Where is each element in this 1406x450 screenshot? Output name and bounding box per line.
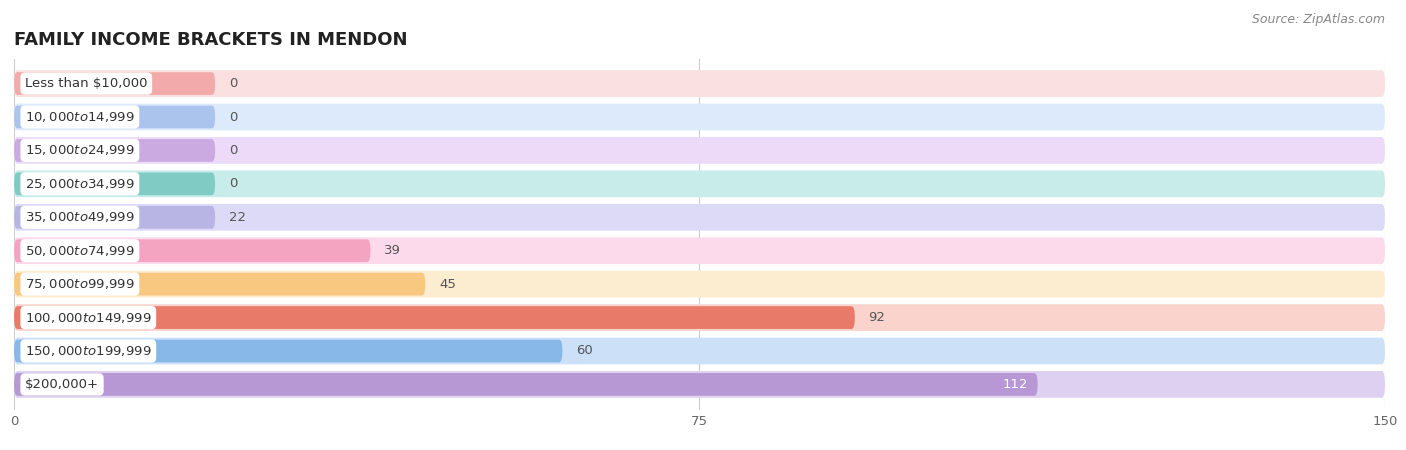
FancyBboxPatch shape <box>14 306 855 329</box>
Text: $75,000 to $99,999: $75,000 to $99,999 <box>25 277 135 291</box>
Text: 22: 22 <box>229 211 246 224</box>
Text: $25,000 to $34,999: $25,000 to $34,999 <box>25 177 135 191</box>
FancyBboxPatch shape <box>14 104 1385 130</box>
Text: $200,000+: $200,000+ <box>25 378 98 391</box>
Text: 45: 45 <box>439 278 456 291</box>
Text: $150,000 to $199,999: $150,000 to $199,999 <box>25 344 152 358</box>
Text: $50,000 to $74,999: $50,000 to $74,999 <box>25 244 135 258</box>
Text: 39: 39 <box>384 244 401 257</box>
Text: $10,000 to $14,999: $10,000 to $14,999 <box>25 110 135 124</box>
Text: 0: 0 <box>229 144 238 157</box>
FancyBboxPatch shape <box>14 204 1385 231</box>
Text: $100,000 to $149,999: $100,000 to $149,999 <box>25 310 152 324</box>
FancyBboxPatch shape <box>14 206 215 229</box>
Text: Less than $10,000: Less than $10,000 <box>25 77 148 90</box>
Text: $35,000 to $49,999: $35,000 to $49,999 <box>25 210 135 224</box>
Text: $15,000 to $24,999: $15,000 to $24,999 <box>25 144 135 158</box>
FancyBboxPatch shape <box>14 139 215 162</box>
Text: 0: 0 <box>229 77 238 90</box>
Text: 112: 112 <box>1002 378 1029 391</box>
FancyBboxPatch shape <box>14 106 215 128</box>
Text: 92: 92 <box>869 311 886 324</box>
FancyBboxPatch shape <box>14 137 1385 164</box>
Text: Source: ZipAtlas.com: Source: ZipAtlas.com <box>1251 14 1385 27</box>
FancyBboxPatch shape <box>14 172 215 195</box>
FancyBboxPatch shape <box>14 239 371 262</box>
FancyBboxPatch shape <box>14 340 562 362</box>
FancyBboxPatch shape <box>14 273 426 296</box>
FancyBboxPatch shape <box>14 237 1385 264</box>
FancyBboxPatch shape <box>14 371 1385 398</box>
FancyBboxPatch shape <box>14 373 1038 396</box>
Text: 60: 60 <box>576 345 593 357</box>
FancyBboxPatch shape <box>14 338 1385 364</box>
FancyBboxPatch shape <box>14 171 1385 197</box>
Text: FAMILY INCOME BRACKETS IN MENDON: FAMILY INCOME BRACKETS IN MENDON <box>14 31 408 49</box>
Text: 0: 0 <box>229 177 238 190</box>
FancyBboxPatch shape <box>14 70 1385 97</box>
FancyBboxPatch shape <box>14 72 215 95</box>
FancyBboxPatch shape <box>14 271 1385 297</box>
Text: 0: 0 <box>229 111 238 123</box>
FancyBboxPatch shape <box>14 304 1385 331</box>
